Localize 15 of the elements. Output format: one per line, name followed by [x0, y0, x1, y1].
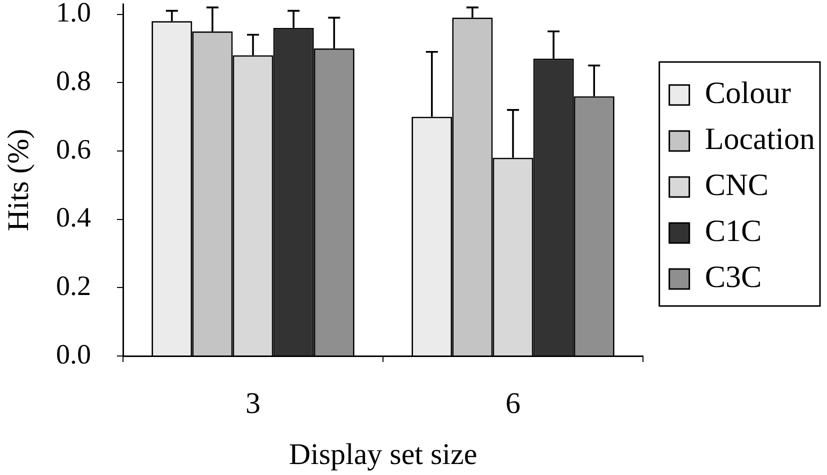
y-tick-label: 0.2 [56, 271, 91, 302]
x-axis-title: Display set size [288, 438, 478, 471]
y-axis-title: Hits (%) [2, 128, 35, 232]
y-tick-label: 1.0 [56, 0, 91, 29]
legend-label: Location [704, 121, 816, 156]
x-tick-label: 3 [246, 386, 260, 420]
y-tick-label: 0.4 [56, 202, 91, 234]
legend-label: C3C [704, 259, 762, 294]
legend-label: CNC [704, 167, 769, 202]
y-tick-label: 0.8 [56, 66, 91, 97]
y-tick-label: 0.6 [56, 134, 91, 166]
legend-label: C1C [704, 213, 762, 248]
y-tick-label: 0.0 [56, 339, 91, 370]
legend-label: Colour [704, 75, 792, 110]
x-tick-label: 6 [506, 386, 520, 420]
